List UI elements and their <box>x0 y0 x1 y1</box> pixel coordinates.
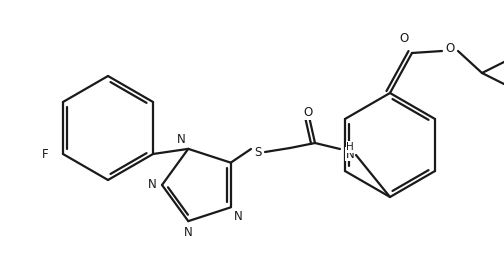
Text: N: N <box>234 210 242 223</box>
Text: O: O <box>446 42 455 55</box>
Text: O: O <box>399 32 409 45</box>
Text: O: O <box>303 106 312 119</box>
Text: N: N <box>184 226 193 239</box>
Text: H: H <box>346 142 354 152</box>
Text: N: N <box>148 179 157 192</box>
Text: N: N <box>176 133 185 146</box>
Text: F: F <box>42 148 49 161</box>
Text: N: N <box>346 148 354 161</box>
Text: S: S <box>255 145 262 158</box>
